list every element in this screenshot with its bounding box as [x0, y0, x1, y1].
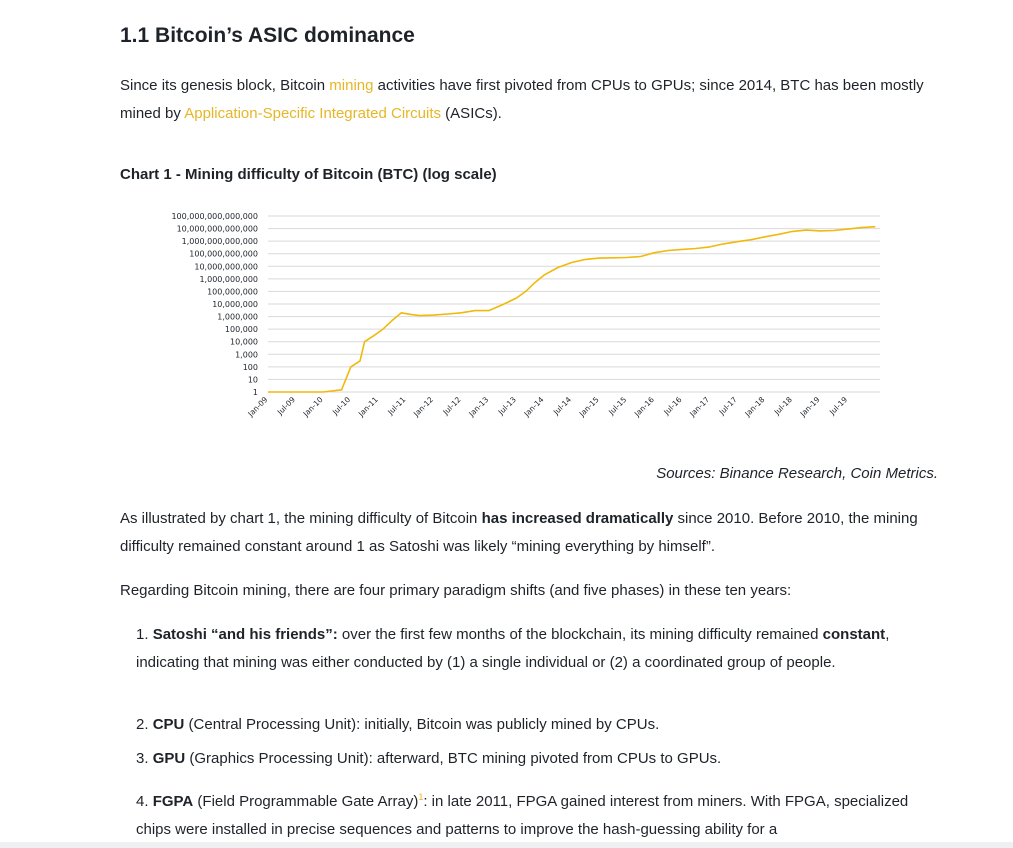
list-item-satoshi: 1. Satoshi “and his friends”: over the f… [136, 621, 926, 677]
y-tick-label: 1,000,000,000 [199, 275, 258, 284]
y-tick-label: 100,000,000,000 [189, 250, 258, 259]
list-item-gpu: 3. GPU (Graphics Processing Unit): after… [136, 745, 926, 773]
y-tick-label: 100,000,000,000,000 [171, 212, 258, 221]
x-tick-label: Jan-09 [246, 395, 270, 419]
asic-link[interactable]: Application-Specific Integrated Circuits [184, 105, 442, 122]
intro-paragraph: Since its genesis block, Bitcoin mining … [120, 72, 940, 128]
x-tick-label: Jan-19 [798, 395, 822, 419]
x-tick-label: Jan-13 [466, 395, 490, 419]
mining-link[interactable]: mining [329, 77, 374, 94]
x-tick-label: Jan-16 [632, 395, 656, 419]
difficulty-chart: 100,000,000,000,000 10,000,000,000,000 1,0… [171, 212, 880, 419]
paradigm-intro: Regarding Bitcoin mining, there are four… [120, 582, 792, 599]
x-tick-label: Jul-14 [551, 395, 573, 417]
list-text: (Field Programmable Gate Array) [193, 793, 419, 810]
x-tick-label: Jul-11 [385, 395, 407, 417]
list-term: Satoshi “and his friends”: [152, 626, 338, 643]
list-number: 2. [136, 716, 153, 733]
y-tick-label: 1,000,000 [217, 313, 258, 322]
list-term: FGPA [152, 793, 194, 810]
x-tick-label: Jul-13 [496, 395, 518, 417]
section-heading: 1.1 Bitcoin’s ASIC dominance [120, 24, 415, 47]
analysis-text: As illustrated by chart 1, the mining di… [120, 510, 482, 527]
x-tick-label: Jul-15 [606, 395, 628, 417]
analysis-text: since 2010. Before 2010, the mining diff… [120, 510, 918, 555]
list-text: : in late 2011, FPGA gained interest fro… [136, 793, 909, 838]
bottom-scroll-edge [0, 842, 1013, 848]
y-tick-label: 1,000,000,000,000 [182, 237, 258, 246]
list-item-fpga: 4. FGPA (Field Programmable Gate Array)1… [136, 783, 926, 844]
x-tick-label: Jul-10 [330, 395, 352, 417]
list-number: 1. [136, 626, 153, 643]
y-tick-label: 10,000,000 [212, 300, 258, 309]
x-tick-label: Jan-17 [687, 395, 711, 419]
difficulty-series-line [268, 225, 876, 393]
x-tick-label: Jan-15 [577, 395, 601, 419]
list-term: GPU [152, 750, 186, 767]
intro-text: Since its genesis block, Bitcoin [120, 77, 330, 94]
x-tick-label: Jan-10 [301, 395, 325, 419]
analysis-paragraph: As illustrated by chart 1, the mining di… [120, 505, 940, 561]
x-tick-label: Jul-17 [717, 395, 739, 417]
list-text: over the first few months of the blockch… [337, 626, 823, 643]
list-item-cpu: 2. CPU (Central Processing Unit): initia… [136, 711, 926, 739]
intro-text: (ASICs). [441, 105, 502, 122]
footnote-link[interactable]: 1 [418, 792, 424, 802]
y-tick-label: 1 [253, 388, 258, 397]
x-tick-label: Jul-09 [275, 395, 297, 417]
y-tick-label: 1,000 [235, 350, 258, 359]
y-tick-label: 10,000 [230, 338, 258, 347]
chart-sources: Sources: Binance Research, Coin Metrics. [656, 465, 938, 482]
list-term: CPU [152, 716, 185, 733]
y-tick-label: 100 [243, 363, 258, 372]
y-tick-label: 100,000 [225, 325, 258, 334]
list-number: 3. [136, 750, 153, 767]
x-tick-label: Jan-18 [742, 395, 766, 419]
y-tick-label: 10 [248, 375, 258, 384]
y-tick-label: 10,000,000,000 [194, 262, 258, 271]
intro-text: activities have first pivoted from CPUs … [120, 77, 924, 122]
x-tick-label: Jan-14 [522, 395, 546, 419]
chart-title: Chart 1 - Mining difficulty of Bitcoin (… [120, 166, 497, 183]
list-text: (Central Processing Unit): initially, Bi… [184, 716, 660, 733]
x-tick-label: Jul-12 [441, 395, 463, 417]
list-number: 4. [136, 793, 153, 810]
y-tick-label: 10,000,000,000,000 [177, 225, 258, 234]
list-text: , indicating that mining was either cond… [136, 626, 890, 671]
list-text: (Graphics Processing Unit): afterward, B… [185, 750, 722, 767]
emphasis-text: has increased dramatically [481, 510, 674, 527]
x-tick-label: Jan-12 [411, 395, 435, 419]
y-tick-label: 100,000,000 [207, 287, 258, 296]
x-tick-label: Jul-18 [772, 395, 794, 417]
list-term: constant [822, 626, 886, 643]
x-tick-label: Jul-16 [661, 395, 683, 417]
x-tick-label: Jul-19 [827, 395, 849, 417]
x-tick-label: Jan-11 [356, 395, 380, 419]
